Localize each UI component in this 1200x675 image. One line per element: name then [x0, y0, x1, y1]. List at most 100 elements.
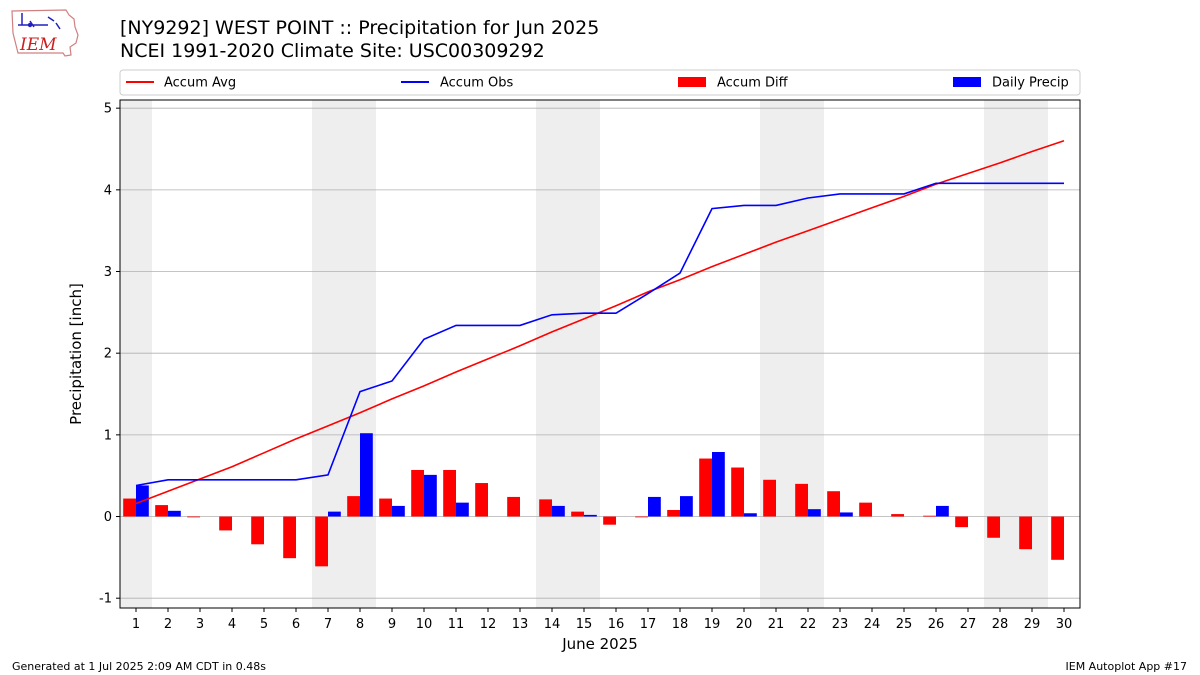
y-tick-label: 1	[104, 428, 112, 443]
accum-diff-bar	[635, 516, 648, 518]
y-tick-label: 5	[104, 102, 112, 117]
x-tick-label: 29	[1024, 617, 1041, 632]
accum-diff-bar	[379, 498, 392, 517]
accum-diff-bar	[891, 514, 904, 517]
x-tick-label: 1	[132, 617, 140, 632]
x-tick-label: 22	[800, 617, 817, 632]
accum-diff-bar	[1051, 516, 1064, 560]
x-tick-label: 30	[1056, 617, 1073, 632]
daily-precip-bar	[712, 452, 725, 517]
legend-daily-precip-label: Daily Precip	[992, 76, 1069, 91]
accum-obs-line	[135, 182, 1064, 487]
x-tick-label: 4	[228, 617, 236, 632]
weekend-shade	[1016, 100, 1048, 608]
plot-frame	[119, 99, 1081, 609]
x-tick-label: 25	[896, 617, 913, 632]
daily-precip-bar	[360, 433, 373, 517]
accum-diff-bar	[763, 479, 776, 517]
y-tick-label: 4	[104, 183, 112, 198]
generated-timestamp: Generated at 1 Jul 2025 2:09 AM CDT in 0…	[12, 660, 266, 673]
daily-precip-bar	[552, 505, 565, 517]
x-tick-label: 2	[164, 617, 172, 632]
accum-diff-bar	[187, 516, 200, 518]
x-tick-label: 12	[480, 617, 497, 632]
weather-station-icon	[18, 13, 61, 30]
accum-diff-bar	[475, 483, 488, 517]
accum-diff-bar	[539, 499, 552, 517]
x-tick-label: 11	[448, 617, 465, 632]
weekend-shade	[120, 100, 152, 608]
legend-accum-obs-label: Accum Obs	[440, 76, 513, 91]
chart-title: [NY9292] WEST POINT :: Precipitation for…	[120, 17, 600, 39]
daily-precip-bar	[456, 502, 469, 517]
weekend-shade	[792, 100, 824, 608]
x-tick-label: 28	[992, 617, 1009, 632]
x-tick-label: 13	[512, 617, 529, 632]
accum-diff-bar	[699, 458, 712, 517]
accum-diff-bar	[123, 498, 136, 517]
x-tick-label: 24	[864, 617, 881, 632]
x-tick-label: 7	[324, 617, 332, 632]
accum-diff-bar	[603, 516, 616, 525]
y-tick-label: -1	[99, 592, 112, 607]
daily-precip-bar	[744, 513, 757, 517]
accum-diff-bar	[859, 502, 872, 517]
y-tick-label: 0	[104, 510, 112, 525]
legend-accum-diff-swatch	[678, 77, 706, 87]
accum-diff-bar	[219, 516, 232, 531]
iem-logo: IEM	[11, 9, 79, 57]
accum-diff-bar	[507, 496, 520, 517]
daily-precip-bar	[424, 474, 437, 517]
y-tick-label: 2	[104, 347, 112, 362]
x-axis-label: June 2025	[561, 635, 638, 653]
accum-diff-bar	[251, 516, 264, 545]
daily-precip-bar	[328, 511, 341, 517]
x-tick-label: 6	[292, 617, 300, 632]
x-tick-label: 26	[928, 617, 945, 632]
daily-precip-bar	[680, 496, 693, 517]
accum-diff-bar	[923, 515, 936, 517]
daily-precip-bar	[392, 505, 405, 517]
y-axis-label: Precipitation [inch]	[67, 283, 85, 425]
x-tick-label: 21	[768, 617, 785, 632]
accum-diff-bar	[347, 496, 360, 517]
iowa-map-outline	[11, 9, 79, 57]
accum-diff-bar	[1019, 516, 1032, 550]
x-tick-label: 27	[960, 617, 977, 632]
accum-diff-bar	[731, 467, 744, 517]
logo-text: IEM	[19, 35, 57, 55]
x-tick-label: 17	[640, 617, 657, 632]
accum-diff-bar	[155, 505, 168, 517]
x-tick-label: 14	[544, 617, 561, 632]
accum-diff-bar	[987, 516, 1000, 538]
x-tick-label: 9	[388, 617, 396, 632]
weekend-shade	[760, 100, 792, 608]
y-tick-label: 3	[104, 265, 112, 280]
daily-precip-bar	[136, 485, 149, 517]
accum-diff-bar	[795, 483, 808, 517]
x-tick-label: 8	[356, 617, 364, 632]
legend-box	[119, 69, 1081, 96]
daily-precip-bar	[840, 512, 853, 517]
x-tick-label: 18	[672, 617, 689, 632]
accum-diff-bar	[827, 491, 840, 517]
rain-gauge-icon	[27, 22, 33, 28]
weekend-shade	[344, 100, 376, 608]
accum-diff-bar	[315, 516, 328, 567]
accum-diff-bar	[955, 516, 968, 528]
daily-precip-bar	[584, 514, 597, 517]
weekend-shade	[312, 100, 344, 608]
x-tick-label: 16	[608, 617, 625, 632]
x-tick-label: 10	[416, 617, 433, 632]
daily-precip-bar	[648, 496, 661, 517]
accum-diff-bar	[571, 511, 584, 517]
legend-daily-precip-swatch	[953, 77, 981, 87]
accum-diff-bar	[667, 509, 680, 517]
legend-accum-avg-label: Accum Avg	[164, 76, 236, 91]
chart-subtitle: NCEI 1991-2020 Climate Site: USC00309292	[120, 40, 545, 62]
weekend-shade	[536, 100, 568, 608]
x-tick-label: 20	[736, 617, 753, 632]
daily-precip-bar	[808, 509, 821, 517]
legend-accum-diff-label: Accum Diff	[717, 76, 789, 91]
